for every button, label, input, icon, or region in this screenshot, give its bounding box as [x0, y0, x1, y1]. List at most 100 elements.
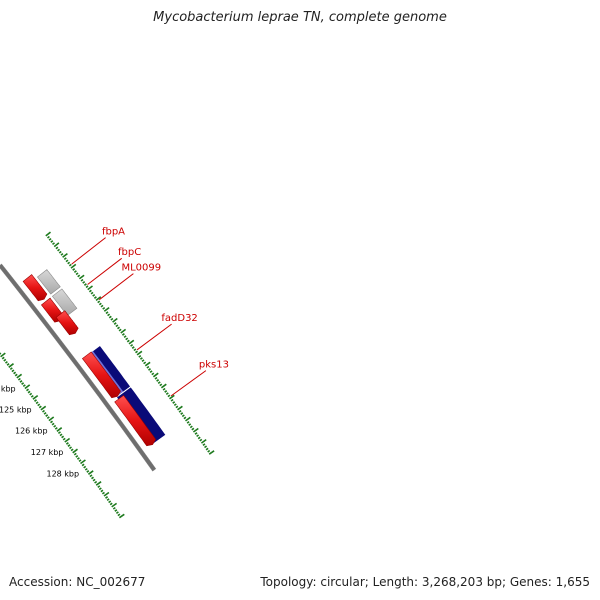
gene-label-leader: [87, 257, 123, 285]
scale-tick: [103, 491, 110, 497]
gene-label-fadd32: fadD32: [161, 313, 197, 324]
scale-tick: [117, 326, 120, 330]
scale-tick: [169, 394, 175, 400]
scale-tick: [98, 302, 102, 306]
scale-tick: [26, 388, 29, 392]
scale-tick: [98, 487, 102, 491]
scale-tick: [84, 467, 88, 471]
scale-tick: [89, 474, 93, 478]
scale-tick: [16, 373, 23, 379]
scale-tick: [192, 427, 199, 433]
scale-tick: [146, 365, 150, 369]
scale-tick: [5, 360, 8, 364]
scale-tick: [64, 437, 71, 443]
scale-tick: [170, 398, 174, 402]
scale-tick: [68, 263, 72, 267]
gene-fadd32: [81, 351, 121, 399]
scale-tick: [121, 333, 125, 336]
kbp-label: 125 kbp: [0, 405, 32, 414]
scale-tick: [11, 369, 15, 373]
scale-tick: [103, 306, 110, 312]
scale-tick: [185, 416, 191, 422]
scale-tick: [101, 491, 105, 495]
scale-tick: [73, 270, 77, 274]
scale-tick: [77, 274, 81, 278]
scale-tick: [63, 257, 67, 261]
scale-tick: [97, 485, 101, 488]
scale-tick: [191, 427, 195, 431]
scale-tick: [149, 370, 153, 374]
scale-tick: [6, 363, 10, 366]
scale-tick: [70, 448, 74, 452]
scale-tick: [17, 377, 21, 381]
scale-tick: [204, 445, 208, 449]
scale-tick: [35, 401, 39, 405]
scale-tick: [65, 259, 69, 263]
scale-tick: [24, 384, 31, 390]
scale-tick: [0, 352, 6, 358]
scale-tick: [164, 390, 168, 393]
scale-tick: [200, 438, 207, 444]
scale-tick: [151, 372, 155, 376]
scale-tick: [120, 328, 127, 334]
scale-tick: [0, 352, 2, 355]
scale-tick: [51, 422, 55, 426]
scale-tick: [109, 502, 113, 506]
scale-tick: [19, 380, 23, 383]
scale-tick: [173, 403, 177, 407]
scale-tick: [42, 409, 45, 413]
scale-tick: [106, 498, 110, 501]
scale-tick: [197, 436, 201, 440]
scale-tick: [175, 405, 179, 409]
scale-tick: [47, 235, 50, 239]
scale-tick: [58, 250, 62, 254]
scale-tick: [80, 459, 86, 465]
kbp-label: 124 kbp: [0, 384, 16, 393]
genome-backbone: [0, 263, 157, 472]
scale-tick: [92, 478, 96, 482]
scale-tick: [78, 459, 82, 463]
scale-tick: [69, 446, 72, 450]
scale-tick: [131, 346, 135, 349]
scale-tick: [181, 414, 185, 418]
scale-tick: [83, 283, 87, 286]
scale-tick: [45, 231, 52, 237]
gene-label-leader: [170, 370, 207, 397]
scale-tick: [38, 405, 42, 409]
scale-tick: [199, 438, 203, 442]
scale-tick: [54, 426, 58, 430]
scale-tick: [100, 489, 104, 493]
scale-tick: [143, 361, 147, 365]
scale-tick: [113, 322, 117, 325]
scale-tick: [56, 427, 63, 432]
scale-tick: [183, 416, 187, 420]
scale-tick: [67, 261, 71, 265]
scale-tick: [85, 285, 89, 289]
scale-tick: [73, 452, 77, 456]
scale-tick: [194, 432, 198, 435]
scale-tick: [1, 356, 5, 360]
scale-tick: [105, 496, 109, 499]
scale-tick: [67, 444, 71, 447]
scale-tick: [126, 339, 130, 343]
scale-tick: [125, 337, 129, 341]
scale-tick: [178, 409, 182, 413]
kbp-label: 128 kbp: [46, 470, 79, 479]
scale-tick: [87, 470, 94, 475]
scale-tick: [188, 423, 192, 426]
accession-text: Accession: NC_002677: [9, 575, 146, 589]
scale-tick: [86, 470, 90, 473]
scale-tick: [208, 450, 215, 455]
scale-tick: [48, 416, 55, 422]
scale-tick: [123, 335, 127, 339]
scale-tick: [115, 324, 119, 328]
scale-tick: [115, 511, 119, 515]
scale-tick: [118, 513, 125, 519]
scale-tick: [130, 343, 134, 347]
gene-pks13: [114, 394, 156, 447]
gene-label-fbpa: fbpA: [102, 227, 125, 238]
scale-tick: [156, 379, 160, 382]
scale-tick: [108, 500, 112, 504]
scale-tick: [70, 263, 77, 269]
